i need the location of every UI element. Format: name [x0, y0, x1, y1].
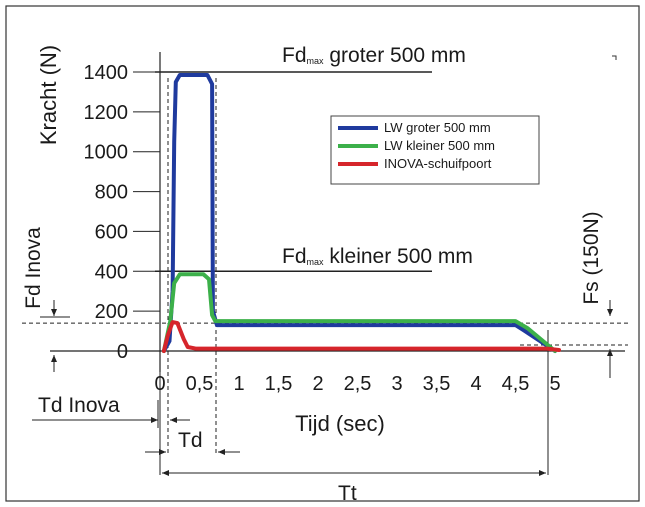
figure-frame [5, 5, 640, 502]
y-tick-label: 0 [117, 341, 128, 363]
fd-inova-arrow-up-head [51, 355, 57, 362]
x-tick-label: 2,5 [344, 373, 372, 395]
x-tick-label: 4 [470, 373, 481, 395]
x-tick-label: 3,5 [423, 373, 451, 395]
legend-entry: LW groter 500 mm [384, 120, 491, 135]
y-tick-label: 1400 [84, 62, 129, 84]
tt-label: Tt [338, 482, 357, 505]
fd-max-groter-sub: max [307, 56, 325, 66]
tt-arrow-right-head [539, 470, 546, 476]
annotation-lines [22, 71, 628, 476]
td-arrow-left-head [218, 449, 225, 455]
y-tick-label: 1000 [84, 142, 129, 164]
y-axis-title: Kracht (N) [36, 45, 61, 145]
x-tick-label: 4,5 [502, 373, 530, 395]
series-line-2 [161, 320, 561, 353]
series-line-1 [161, 272, 557, 353]
fd-inova-arrow-down-head [51, 309, 57, 316]
x-tick-label: 2 [312, 373, 323, 395]
tt-arrow-left-head [162, 470, 169, 476]
series-line-0 [161, 73, 557, 353]
td-arrow-right-head [159, 449, 166, 455]
y-tick-label: 800 [95, 182, 128, 204]
legend: LW groter 500 mm LW kleiner 500 mm INOVA-s… [330, 115, 540, 185]
td-inova-label: Td Inova [38, 394, 120, 417]
y-tick-label: 400 [95, 261, 128, 283]
legend-entry: INOVA-schuifpoort [384, 156, 492, 171]
y-tick-label: 200 [95, 301, 128, 323]
x-tick-label: 1 [233, 373, 244, 395]
fd-max-kleiner-suffix: kleiner 500 mm [324, 245, 473, 268]
fd-max-kleiner-label: Fdmax kleiner 500 mm [282, 245, 473, 268]
fs-arrow-down-head [607, 309, 613, 316]
tick-labels: 0 0,5 1 1,5 2 2,5 3 3,5 4 4,5 5 0 200 400 600 800 1000 12… [84, 62, 561, 395]
y-tick-label: 600 [95, 221, 128, 243]
fs-arrow-up-head [607, 349, 613, 356]
y-tick-label: 1200 [84, 102, 129, 124]
fs-label: Fs (150N) [580, 211, 603, 304]
series-lines [161, 73, 561, 353]
td-inova-arrow-left-head [170, 417, 177, 423]
fd-inova-label: Fd Inova [22, 227, 45, 309]
fd-max-groter-suffix: groter 500 mm [324, 44, 466, 67]
x-tick-label: 1,5 [265, 373, 293, 395]
fd-max-kleiner-sub: max [307, 257, 325, 267]
fd-max-kleiner-prefix: Fd [282, 245, 307, 268]
x-tick-label: 3 [391, 373, 402, 395]
corner-mark [612, 55, 617, 60]
td-label: Td [178, 429, 203, 452]
x-axis-title: Tijd (sec) [295, 411, 385, 436]
fd-max-groter-prefix: Fd [282, 44, 307, 67]
x-tick-label: 0 [154, 373, 165, 395]
fd-max-groter-label: Fdmax groter 500 mm [282, 44, 466, 67]
x-tick-label: 0,5 [186, 373, 214, 395]
x-tick-label: 5 [549, 373, 560, 395]
td-inova-arrow-right-head [151, 417, 158, 423]
legend-entry: LW kleiner 500 mm [384, 138, 495, 153]
